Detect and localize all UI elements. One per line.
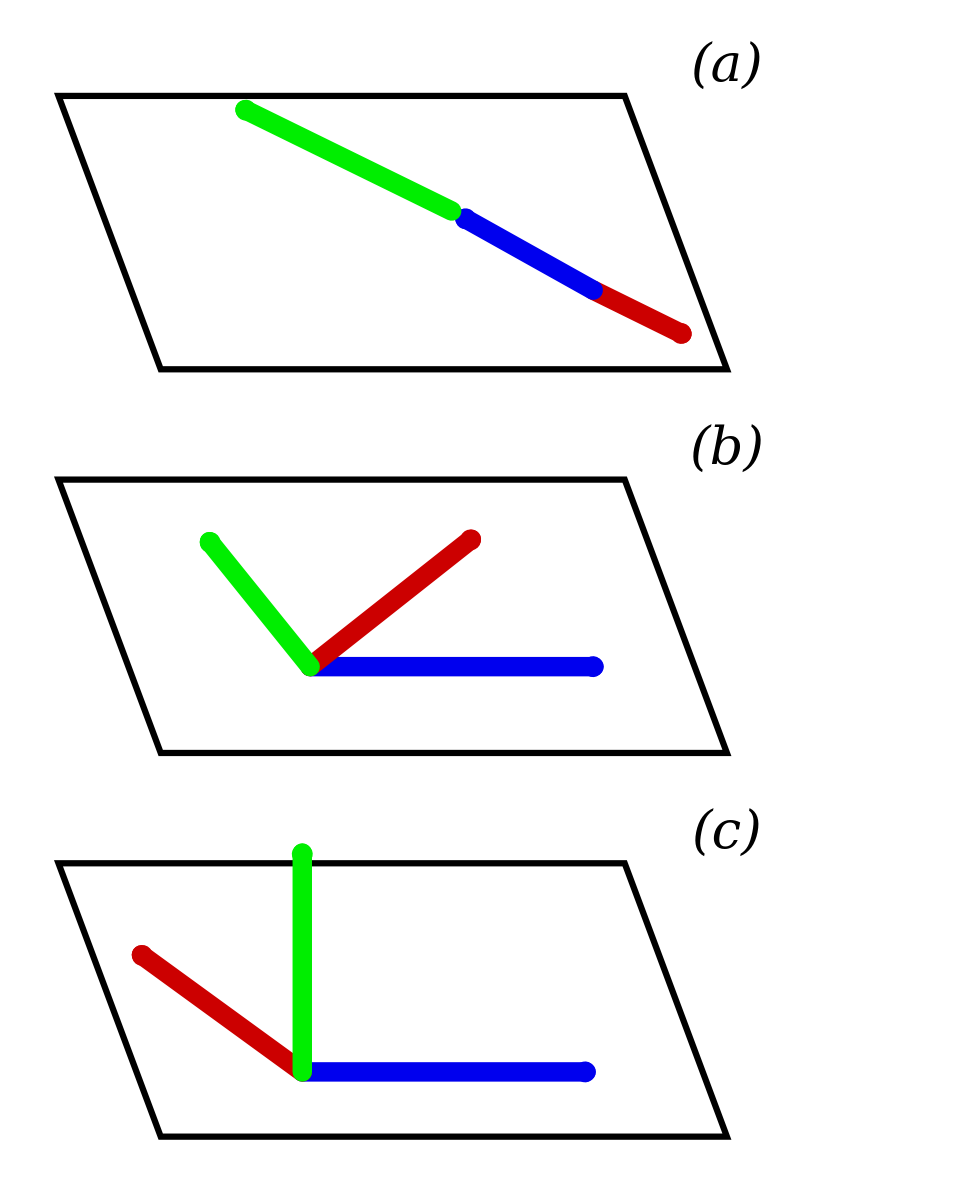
Text: (a): (a) — [690, 42, 763, 92]
Polygon shape — [58, 96, 727, 369]
Text: (c): (c) — [691, 809, 762, 860]
Polygon shape — [58, 863, 727, 1137]
Text: (b): (b) — [690, 426, 764, 476]
Polygon shape — [58, 480, 727, 753]
